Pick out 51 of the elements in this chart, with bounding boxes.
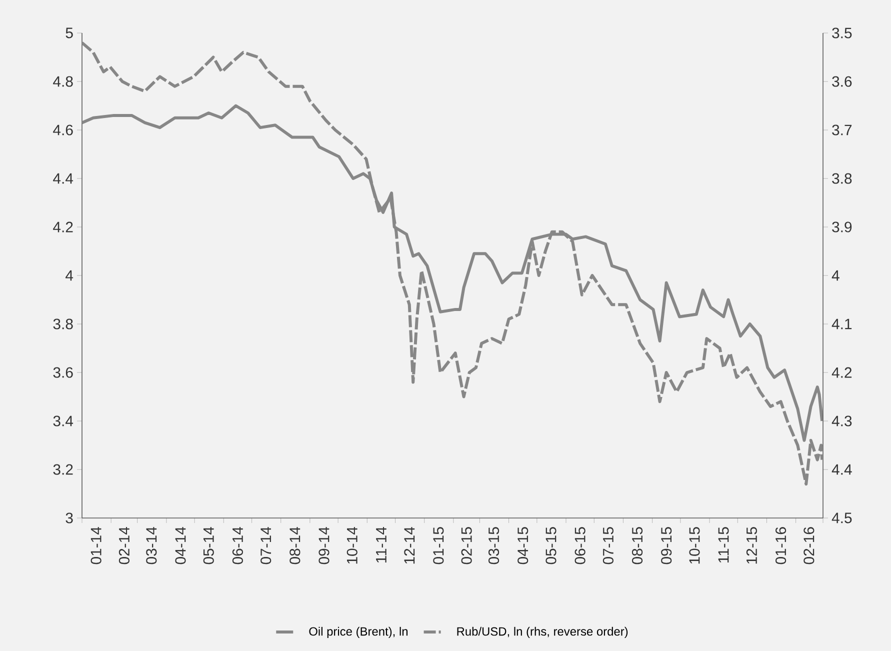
x-tick-label: 05-14 (203, 526, 214, 564)
y-tick-label: 4.8 (53, 76, 73, 87)
x-tick-label: 07-15 (602, 527, 614, 564)
x-tick-label: 04-14 (175, 526, 186, 564)
x-tick-label: 12-15 (746, 527, 757, 564)
legend-label: Oil price (Brent), ln (309, 626, 408, 638)
y2-tick-label: 4.5 (832, 512, 852, 524)
y-tick-label: 3.6 (53, 367, 73, 378)
x-tick-label: 08-14 (290, 526, 300, 564)
y-tick-label: 5 (66, 28, 73, 38)
x-tick-label: 07-14 (260, 526, 272, 564)
x-tick-label: 09-15 (661, 527, 672, 564)
x-tick-label: 05-15 (546, 527, 556, 564)
y2-tick-label: 3.9 (832, 222, 852, 232)
x-tick-label: 08-15 (632, 527, 643, 564)
x-tick-label: 01-15 (433, 527, 444, 564)
y-tick-label: 3.2 (53, 464, 73, 475)
x-tick-label: 11-15 (718, 527, 729, 562)
x-tick-label: 02-15 (461, 527, 472, 564)
y2-tick-label: 4.2 (832, 367, 852, 378)
y-tick-label: 4.2 (53, 222, 73, 232)
y2-tick-label: 4.1 (832, 318, 852, 330)
x-tick-label: 10-15 (689, 527, 700, 564)
x-tick-label: 02-14 (118, 526, 130, 564)
y-tick-label: 3 (66, 512, 73, 524)
legend-label: Rub/USD, ln (rhs, reverse order) (457, 626, 628, 638)
y-tick-label: 4.6 (53, 124, 73, 136)
y-tick-label: 4.4 (53, 173, 74, 184)
y2-tick-label: 3.7 (832, 124, 852, 136)
x-tick-label: 12-14 (404, 526, 415, 564)
y2-tick-label: 3.6 (832, 76, 852, 87)
x-tick-label: 02-16 (804, 527, 814, 564)
x-tick-label: 09-14 (318, 526, 330, 564)
y2-tick-label: 4 (832, 270, 840, 281)
x-tick-label: 10-14 (346, 526, 358, 564)
x-tick-label: 03-15 (488, 527, 500, 564)
y-tick-label: 4 (66, 270, 74, 281)
line-series (82, 41, 824, 486)
y2-tick-label: 3.8 (832, 173, 852, 184)
x-tick-label: 06-15 (574, 527, 586, 564)
x-tick-label: 11-14 (376, 526, 386, 562)
x-tick-label: 01-14 (90, 526, 102, 564)
x-tick-label: 01-16 (776, 527, 786, 564)
y2-tick-label: 3.5 (832, 28, 852, 38)
y2-tick-label: 4.3 (832, 416, 852, 426)
x-tick-label: 04-15 (518, 527, 528, 564)
y2-tick-label: 4.4 (832, 464, 852, 475)
x-tick-label: 03-14 (146, 526, 157, 564)
y-tick-label: 3.4 (53, 416, 74, 426)
x-tick-label: 06-14 (232, 526, 243, 564)
y-tick-label: 3.8 (53, 318, 73, 330)
